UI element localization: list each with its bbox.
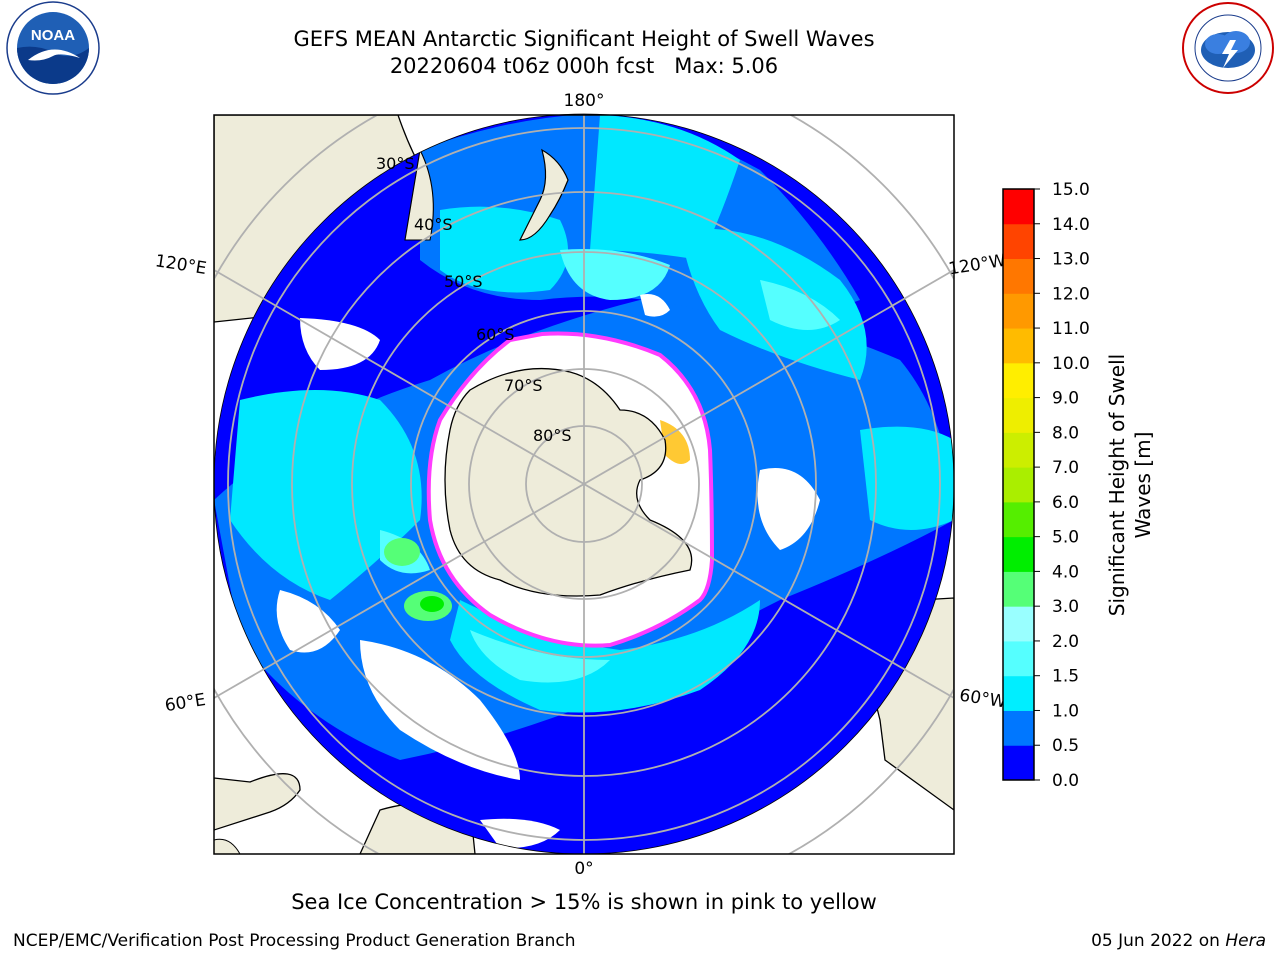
madagascar-land <box>214 838 241 854</box>
footer-date-text: 05 Jun 2022 on <box>1091 931 1226 951</box>
colorbar-tick-label: 3.0 <box>1052 597 1079 617</box>
colorbar: 0.0 0.5 1.0 1.5 2.0 3.0 4.0 5.0 6.0 7.0 8.0 9.0 10.0… <box>1002 180 1090 791</box>
sea-ice-note: Sea Ice Concentration > 15% is shown in … <box>291 890 877 914</box>
colorbar-segment <box>1003 675 1034 711</box>
colorbar-segment <box>1003 362 1034 399</box>
colorbar-tick-label: 0.0 <box>1052 771 1079 791</box>
lat-label-30s: 30°S <box>376 154 415 173</box>
noaa-logo: NOAA <box>6 1 100 95</box>
lon-label-left-upper: 120°E <box>154 251 208 279</box>
chart-title: GEFS MEAN Antarctic Significant Height o… <box>293 27 875 51</box>
africa-land <box>214 773 301 831</box>
lat-label-50s: 50°S <box>444 272 483 291</box>
colorbar-tick-label: 1.5 <box>1052 667 1079 687</box>
colorbar-segment <box>1003 258 1034 294</box>
colorbar-segment <box>1003 536 1034 572</box>
colorbar-tick-label: 15.0 <box>1052 180 1090 200</box>
colorbar-tick-label: 12.0 <box>1052 284 1090 304</box>
colorbar-segment <box>1003 571 1034 607</box>
colorbar-segment <box>1003 501 1034 538</box>
antarctica-land <box>444 367 693 597</box>
colorbar-segment <box>1003 432 1034 468</box>
lon-label-bottom: 0° <box>574 859 593 879</box>
graticule <box>214 115 954 854</box>
colorbar-segment <box>1003 328 1034 364</box>
lat-label-60s: 60°S <box>476 325 515 344</box>
colorbar-segment <box>1003 223 1034 260</box>
colorbar-title-line1: Significant Height of Swell <box>1105 354 1129 616</box>
lon-label-left-lower: 60°E <box>163 690 207 716</box>
chart-subtitle: 20220604 t06z 000h fcst Max: 5.06 <box>389 54 779 78</box>
footer-machine: Hera <box>1225 931 1266 951</box>
colorbar-tick-label: 8.0 <box>1052 423 1079 443</box>
colorbar-title-line2: Waves [m] <box>1131 432 1155 539</box>
colorbar-tick-label: 2.0 <box>1052 632 1079 652</box>
colorbar-tick-label: 7.0 <box>1052 458 1079 478</box>
footer-date: 05 Jun 2022 on Hera <box>1091 931 1266 951</box>
colorbar-tick-label: 9.0 <box>1052 389 1079 409</box>
colorbar-tick-label: 13.0 <box>1052 250 1090 270</box>
colorbar-tick-label: 5.0 <box>1052 528 1079 548</box>
lon-label-right-lower: 60°W <box>958 686 1008 713</box>
colorbar-segment <box>1003 640 1034 677</box>
colorbar-segment <box>1003 293 1034 329</box>
colorbar-segment <box>1003 745 1034 781</box>
lat-label-70s: 70°S <box>504 376 543 395</box>
colorbar-tick-label: 4.0 <box>1052 562 1079 582</box>
colorbar-segment <box>1003 710 1034 746</box>
colorbar-tick-label: 14.0 <box>1052 215 1090 235</box>
lon-label-top: 180° <box>564 91 605 111</box>
footer-credit: NCEP/EMC/Verification Post Processing Pr… <box>13 931 576 951</box>
colorbar-segment <box>1003 606 1034 642</box>
colorbar-tick-label: 1.0 <box>1052 701 1079 721</box>
lat-label-40s: 40°S <box>414 215 453 234</box>
colorbar-tick-label: 6.0 <box>1052 493 1079 513</box>
lat-label-80s: 80°S <box>533 426 572 445</box>
colorbar-frame <box>1002 188 1035 781</box>
noaa-logo-text: NOAA <box>31 27 75 44</box>
map-frame <box>213 114 955 855</box>
colorbar-segment <box>1003 397 1034 433</box>
colorbar-tick-label: 11.0 <box>1052 319 1090 339</box>
nws-logo <box>1182 2 1274 94</box>
colorbar-tick-label: 10.0 <box>1052 354 1090 374</box>
colorbar-tick-label: 0.5 <box>1052 736 1079 756</box>
colorbar-segment <box>1003 467 1034 503</box>
lon-label-right-upper: 120°W <box>947 251 1007 280</box>
colorbar-segment <box>1003 189 1034 225</box>
